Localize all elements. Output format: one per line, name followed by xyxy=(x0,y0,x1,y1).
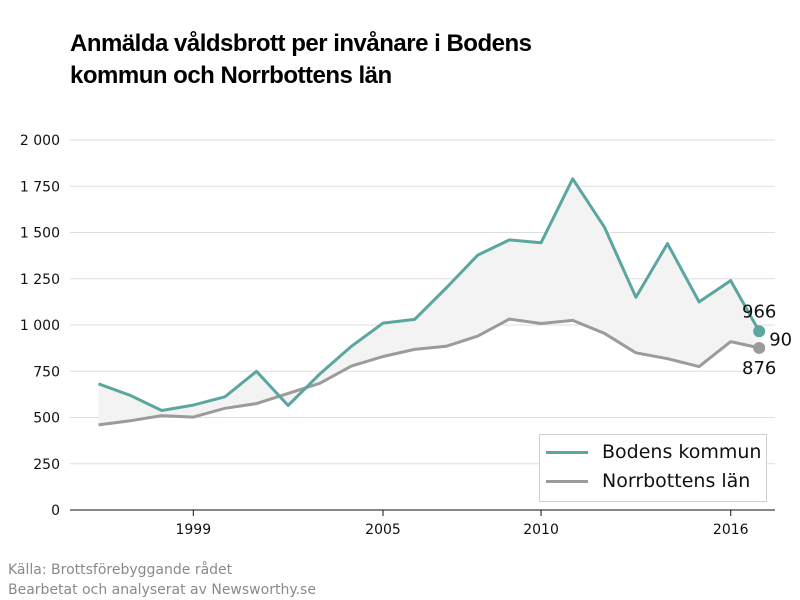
y-tick-label: 250 xyxy=(33,457,60,473)
y-tick-label: 0 xyxy=(51,503,60,519)
x-tick-label: 2005 xyxy=(365,522,401,538)
source-note: Källa: Brottsförebyggande rådet Bearbeta… xyxy=(8,560,316,600)
source-line-1: Källa: Brottsförebyggande rådet xyxy=(8,562,233,578)
y-tick-label: 1 000 xyxy=(20,318,60,334)
y-tick-label: 500 xyxy=(33,411,60,427)
series-line-norrbottens-lan xyxy=(98,317,760,427)
data-label-bodens: 966 xyxy=(742,301,776,322)
y-tick-label: 750 xyxy=(33,364,60,380)
legend: Bodens kommun Norrbottens län xyxy=(539,434,767,502)
data-label-difference: 90 xyxy=(769,330,792,351)
y-tick-label: 1 750 xyxy=(20,179,60,195)
series-line-bodens-kommun xyxy=(97,177,761,412)
endpoint-bodens-kommun xyxy=(753,325,766,338)
source-line-2: Bearbetat och analyserat av Newsworthy.s… xyxy=(8,582,316,598)
legend-swatch-bodens xyxy=(546,450,588,454)
legend-item-norrbotten: Norrbottens län xyxy=(546,470,750,492)
legend-label-norrbotten: Norrbottens län xyxy=(602,470,751,492)
chart-title: Anmälda våldsbrott per invånare i Bodens… xyxy=(70,30,532,89)
y-tick-label: 1 500 xyxy=(20,226,60,242)
data-label-norrbotten: 876 xyxy=(742,358,776,379)
legend-swatch-norrbotten xyxy=(546,479,588,483)
x-tick-label: 2016 xyxy=(713,522,749,538)
difference-area xyxy=(98,178,760,425)
legend-label-bodens: Bodens kommun xyxy=(602,441,762,463)
x-tick-label: 2010 xyxy=(523,522,559,538)
legend-item-bodens: Bodens kommun xyxy=(546,441,761,463)
y-tick-label: 1 250 xyxy=(20,272,60,288)
y-tick-label: 2 000 xyxy=(20,133,60,149)
endpoint-norrbottens-lan xyxy=(753,341,766,354)
x-tick-label: 1999 xyxy=(175,522,211,538)
